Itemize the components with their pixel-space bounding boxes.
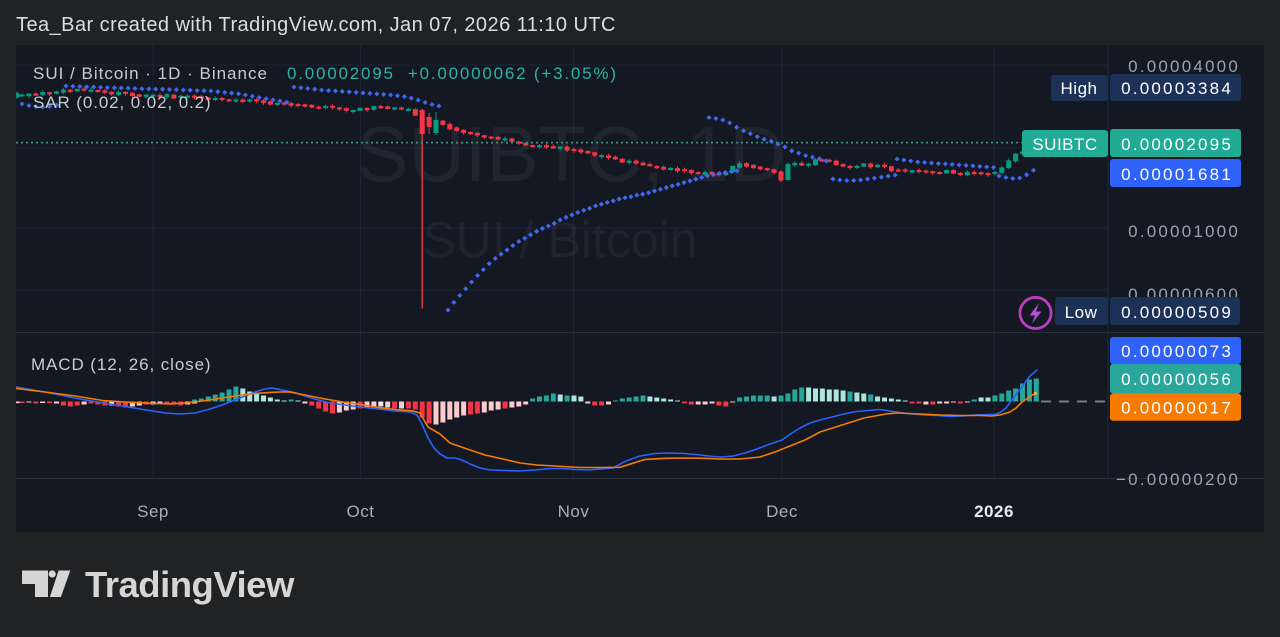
svg-text:Low: Low <box>1065 303 1098 322</box>
svg-text:SUI / Bitcoin · 1D · Binance: SUI / Bitcoin · 1D · Binance <box>33 64 268 83</box>
svg-text:0.00000056: 0.00000056 <box>1121 370 1233 389</box>
svg-text:Dec: Dec <box>766 502 798 521</box>
svg-text:Oct: Oct <box>347 502 375 521</box>
svg-text:0.00000509: 0.00000509 <box>1121 303 1233 322</box>
svg-text:−0.00000200: −0.00000200 <box>1116 470 1240 489</box>
svg-text:Nov: Nov <box>558 502 590 521</box>
svg-text:TradingView: TradingView <box>85 567 295 605</box>
svg-text:0.00001000: 0.00001000 <box>1128 222 1240 241</box>
svg-text:SAR (0.02, 0.02, 0.2): SAR (0.02, 0.02, 0.2) <box>33 93 212 112</box>
svg-text:0.00002095 +0.00000062 (+3.05: 0.00002095 +0.00000062 (+3.05%) <box>287 64 618 83</box>
svg-text:2026: 2026 <box>974 502 1014 521</box>
svg-text:Sep: Sep <box>137 502 169 521</box>
svg-text:0.00000017: 0.00000017 <box>1121 399 1233 418</box>
svg-text:High: High <box>1061 79 1098 98</box>
svg-text:0.00000073: 0.00000073 <box>1121 342 1233 361</box>
svg-text:0.00004000: 0.00004000 <box>1128 57 1240 76</box>
svg-text:0.00001681: 0.00001681 <box>1121 165 1233 184</box>
svg-text:0.00003384: 0.00003384 <box>1121 79 1233 98</box>
svg-text:MACD (12, 26, close): MACD (12, 26, close) <box>31 355 212 374</box>
svg-text:SUIBTC: SUIBTC <box>1032 135 1097 154</box>
svg-text:0.00002095: 0.00002095 <box>1121 135 1233 154</box>
